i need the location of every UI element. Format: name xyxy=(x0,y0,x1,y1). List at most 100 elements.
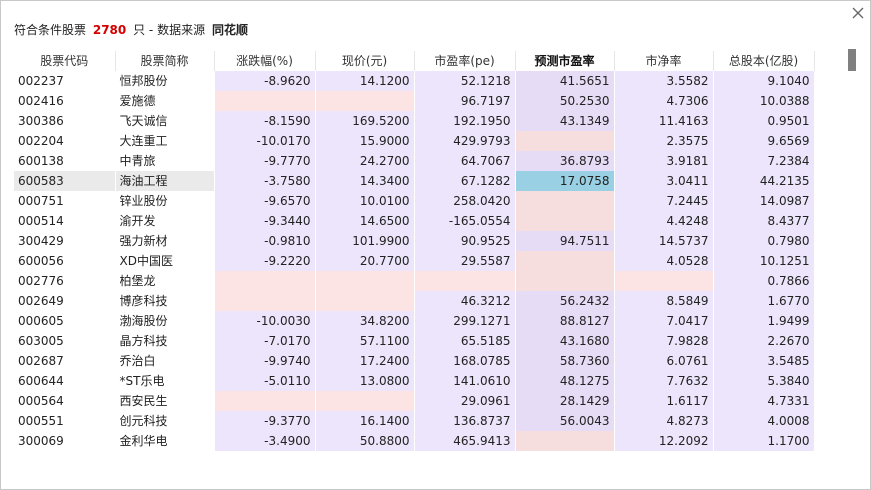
cell-code[interactable]: 000564 xyxy=(14,391,116,411)
cell-price[interactable]: 14.3400 xyxy=(315,171,415,191)
col-header-pb[interactable]: 市净率 xyxy=(614,51,714,71)
cell-change[interactable]: -9.3440 xyxy=(214,211,316,231)
cell-pb[interactable]: 11.4163 xyxy=(614,111,714,131)
scrollbar-thumb[interactable] xyxy=(848,49,856,71)
cell-price[interactable]: 14.6500 xyxy=(315,211,415,231)
table-row[interactable]: 000551 创元科技 -9.3770 16.1400 136.8737 56.0043 4… xyxy=(14,411,815,431)
table-row[interactable]: 300069 金利华电 -3.4900 50.8800 465.9413 12.2092 1… xyxy=(14,431,815,451)
cell-pb[interactable]: 3.5582 xyxy=(614,71,714,91)
cell-forecast-pe[interactable] xyxy=(515,211,615,231)
cell-pe[interactable]: 258.0420 xyxy=(414,191,516,211)
cell-forecast-pe[interactable]: 48.1275 xyxy=(515,371,615,391)
cell-price[interactable]: 34.8200 xyxy=(315,311,415,331)
cell-name[interactable]: 博彦科技 xyxy=(115,291,215,311)
table-row[interactable]: 300386 飞天诚信 -8.1590 169.5200 192.1950 43.1349… xyxy=(14,111,815,131)
cell-name[interactable]: 西安民生 xyxy=(115,391,215,411)
cell-code[interactable]: 300386 xyxy=(14,111,116,131)
cell-pb[interactable]: 2.3575 xyxy=(614,131,714,151)
cell-price[interactable]: 10.0100 xyxy=(315,191,415,211)
cell-price[interactable]: 17.2400 xyxy=(315,351,415,371)
cell-pe[interactable]: 299.1271 xyxy=(414,311,516,331)
cell-price[interactable]: 13.0800 xyxy=(315,371,415,391)
cell-change[interactable]: -9.9740 xyxy=(214,351,316,371)
cell-name[interactable]: 锌业股份 xyxy=(115,191,215,211)
table-row[interactable]: 000605 渤海股份 -10.0030 34.8200 299.1271 88.8127… xyxy=(14,311,815,331)
cell-price[interactable]: 50.8800 xyxy=(315,431,415,451)
cell-total-shares[interactable]: 10.0388 xyxy=(713,91,815,111)
cell-forecast-pe[interactable]: 36.8793 xyxy=(515,151,615,171)
cell-pe[interactable]: 90.9525 xyxy=(414,231,516,251)
cell-forecast-pe[interactable] xyxy=(515,431,615,451)
col-header-change[interactable]: 涨跌幅(%) xyxy=(214,51,316,71)
cell-price[interactable] xyxy=(315,91,415,111)
cell-pb[interactable]: 4.0528 xyxy=(614,251,714,271)
cell-change[interactable]: -10.0170 xyxy=(214,131,316,151)
cell-total-shares[interactable]: 9.1040 xyxy=(713,71,815,91)
cell-pb[interactable]: 7.9828 xyxy=(614,331,714,351)
cell-code[interactable]: 000514 xyxy=(14,211,116,231)
cell-code[interactable]: 603005 xyxy=(14,331,116,351)
cell-code[interactable]: 000551 xyxy=(14,411,116,431)
cell-name[interactable]: 乔治白 xyxy=(115,351,215,371)
cell-total-shares[interactable]: 1.6770 xyxy=(713,291,815,311)
table-row[interactable]: 002416 爱施德 96.7197 50.2530 4.7306 10.0388 xyxy=(14,91,815,111)
cell-total-shares[interactable]: 9.6569 xyxy=(713,131,815,151)
cell-change[interactable]: -0.9810 xyxy=(214,231,316,251)
col-header-forecast-pe[interactable]: 预测市盈率 xyxy=(515,51,615,71)
cell-code[interactable]: 300069 xyxy=(14,431,116,451)
cell-pe[interactable]: 52.1218 xyxy=(414,71,516,91)
cell-pe[interactable]: 67.1282 xyxy=(414,171,516,191)
cell-forecast-pe[interactable]: 41.5651 xyxy=(515,71,615,91)
cell-forecast-pe[interactable]: 56.0043 xyxy=(515,411,615,431)
cell-pb[interactable]: 6.0761 xyxy=(614,351,714,371)
col-header-name[interactable]: 股票简称 xyxy=(115,51,215,71)
cell-total-shares[interactable]: 1.9499 xyxy=(713,311,815,331)
cell-name[interactable]: 渤海股份 xyxy=(115,311,215,331)
cell-pb[interactable] xyxy=(614,271,714,291)
cell-total-shares[interactable]: 2.2670 xyxy=(713,331,815,351)
cell-total-shares[interactable]: 3.5485 xyxy=(713,351,815,371)
cell-change[interactable]: -9.6570 xyxy=(214,191,316,211)
cell-forecast-pe[interactable]: 58.7360 xyxy=(515,351,615,371)
table-row[interactable]: 000751 锌业股份 -9.6570 10.0100 258.0420 7.2445 14… xyxy=(14,191,815,211)
cell-change[interactable] xyxy=(214,271,316,291)
cell-total-shares[interactable]: 0.9501 xyxy=(713,111,815,131)
cell-pb[interactable]: 4.7306 xyxy=(614,91,714,111)
table-row[interactable]: 002776 柏堡龙 0.7866 xyxy=(14,271,815,291)
cell-code[interactable]: 300429 xyxy=(14,231,116,251)
table-row[interactable]: 002687 乔治白 -9.9740 17.2400 168.0785 58.7360 6.… xyxy=(14,351,815,371)
table-row[interactable]: 000564 西安民生 29.0961 28.1429 1.6117 4.7331 xyxy=(14,391,815,411)
cell-total-shares[interactable]: 1.1700 xyxy=(713,431,815,451)
cell-change[interactable]: -8.1590 xyxy=(214,111,316,131)
cell-code[interactable]: 600056 xyxy=(14,251,116,271)
cell-code[interactable]: 600583 xyxy=(14,171,116,191)
table-row[interactable]: 002237 恒邦股份 -8.9620 14.1200 52.1218 41.5651 3.… xyxy=(14,71,815,91)
cell-pb[interactable]: 7.0417 xyxy=(614,311,714,331)
cell-name[interactable]: *ST乐电 xyxy=(115,371,215,391)
cell-total-shares[interactable]: 0.7980 xyxy=(713,231,815,251)
cell-total-shares[interactable]: 44.2135 xyxy=(713,171,815,191)
cell-code[interactable]: 600138 xyxy=(14,151,116,171)
table-row[interactable]: 600583 海油工程 -3.7580 14.3400 67.1282 17.0758 3.… xyxy=(14,171,815,191)
cell-change[interactable] xyxy=(214,91,316,111)
cell-forecast-pe[interactable]: 43.1349 xyxy=(515,111,615,131)
cell-pb[interactable]: 1.6117 xyxy=(614,391,714,411)
cell-total-shares[interactable]: 5.3840 xyxy=(713,371,815,391)
cell-forecast-pe[interactable]: 43.1680 xyxy=(515,331,615,351)
cell-price[interactable]: 16.1400 xyxy=(315,411,415,431)
cell-code[interactable]: 002237 xyxy=(14,71,116,91)
cell-pe[interactable]: 141.0610 xyxy=(414,371,516,391)
cell-change[interactable] xyxy=(214,291,316,311)
cell-price[interactable]: 101.9900 xyxy=(315,231,415,251)
cell-total-shares[interactable]: 10.1251 xyxy=(713,251,815,271)
cell-change[interactable]: -3.7580 xyxy=(214,171,316,191)
cell-change[interactable]: -3.4900 xyxy=(214,431,316,451)
cell-price[interactable]: 169.5200 xyxy=(315,111,415,131)
cell-pb[interactable]: 3.9181 xyxy=(614,151,714,171)
cell-forecast-pe[interactable]: 50.2530 xyxy=(515,91,615,111)
cell-name[interactable]: 渝开发 xyxy=(115,211,215,231)
cell-name[interactable]: 强力新材 xyxy=(115,231,215,251)
cell-name[interactable]: 晶方科技 xyxy=(115,331,215,351)
cell-pe[interactable]: -165.0554 xyxy=(414,211,516,231)
col-header-pe[interactable]: 市盈率(pe) xyxy=(414,51,516,71)
